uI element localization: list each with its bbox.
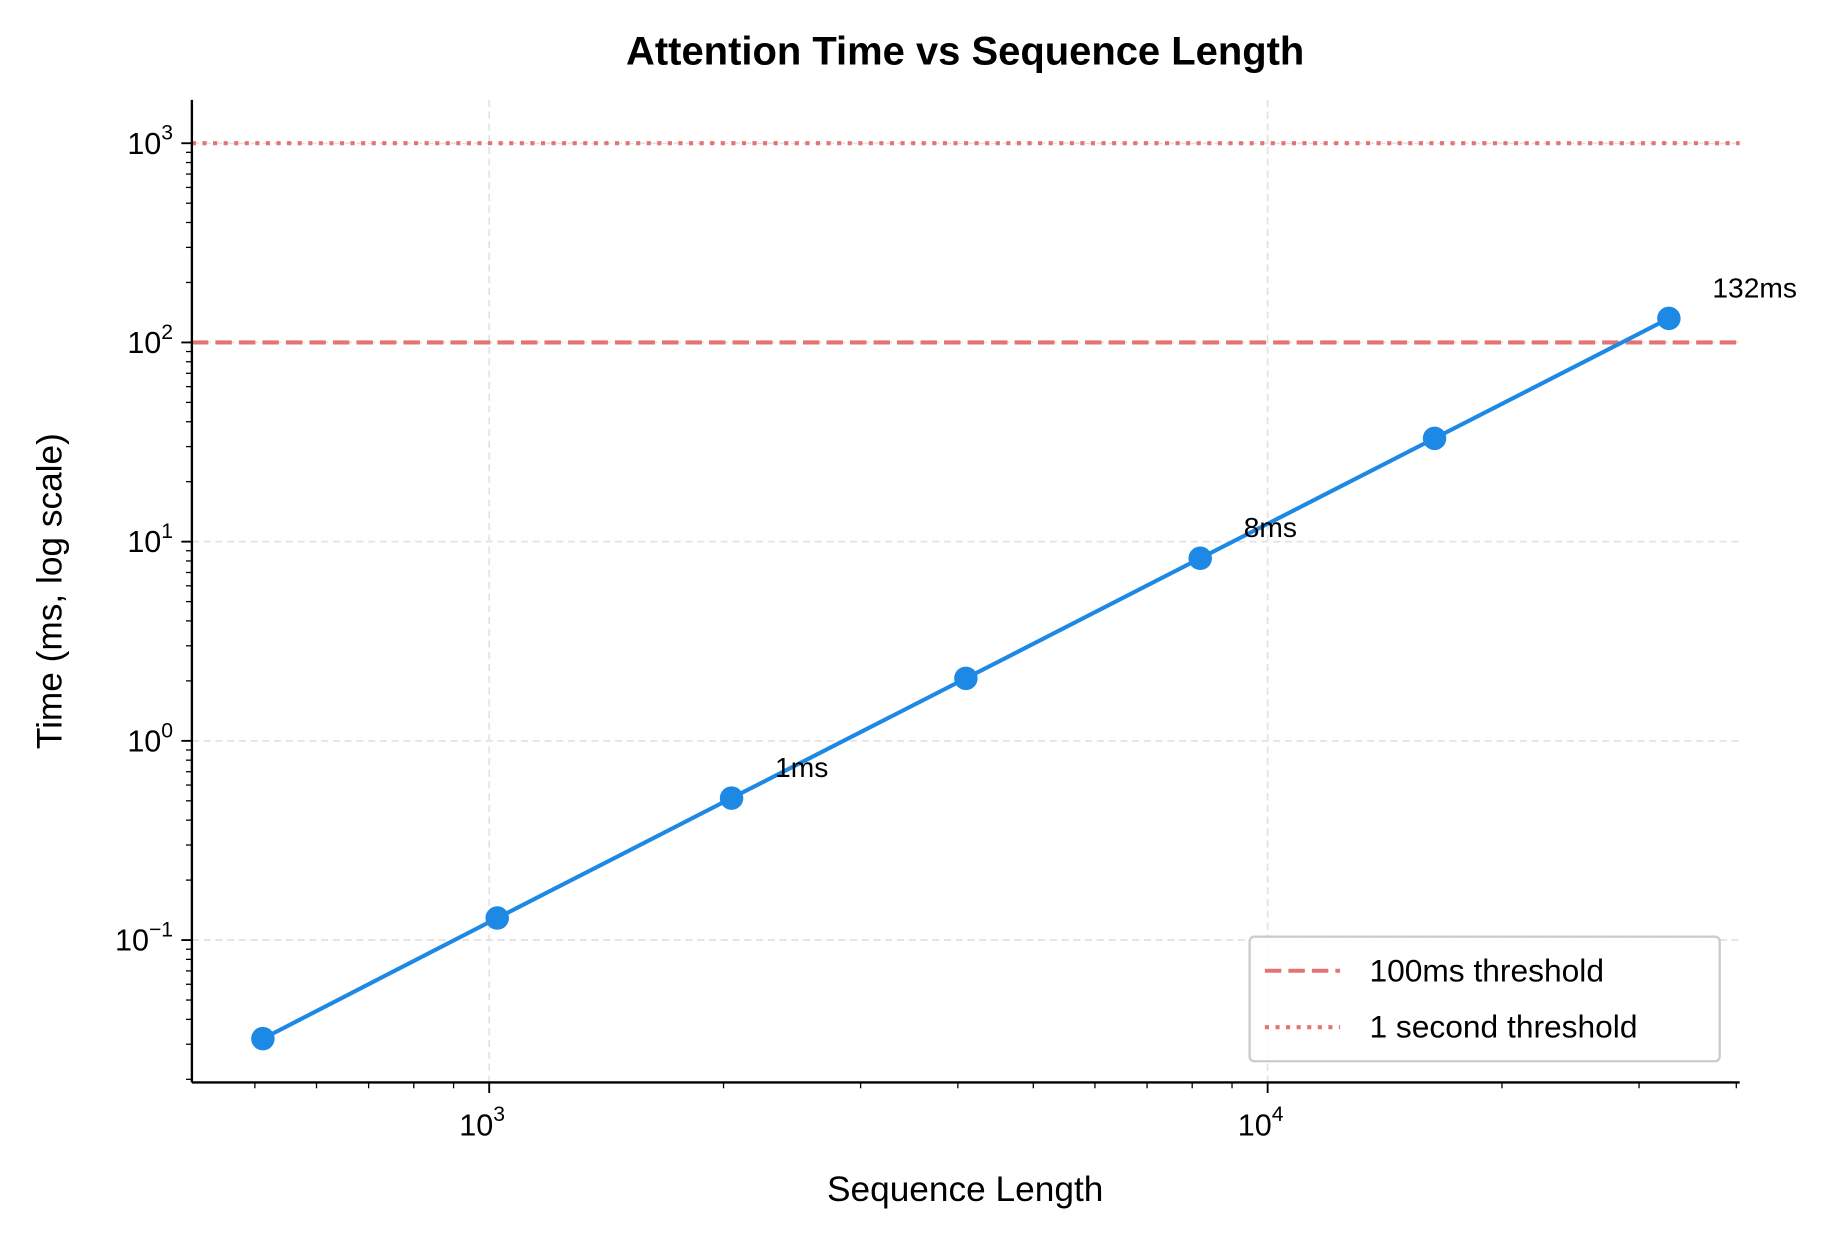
x-tick-label: 103	[459, 1103, 505, 1142]
data-label: 8ms	[1244, 511, 1297, 543]
legend-label: 1 second threshold	[1369, 1009, 1637, 1045]
data-point	[1657, 306, 1681, 331]
legend: 100ms threshold 1 second threshold	[1248, 935, 1721, 1063]
y-axis-label: Time (ms, log scale)	[30, 433, 69, 749]
y-tick-label: 101	[127, 520, 173, 559]
x-tick-label: 104	[1238, 1103, 1284, 1142]
axes	[190, 99, 1740, 1084]
threshold-lines	[191, 141, 1740, 345]
series: 1ms 8ms 132ms	[251, 271, 1797, 1051]
data-point	[485, 906, 509, 930]
legend-label: 100ms threshold	[1369, 952, 1604, 988]
chart-title: Attention Time vs Sequence Length	[626, 30, 1304, 74]
y-tick-label: 10−1	[115, 919, 173, 958]
data-point	[1422, 426, 1447, 451]
y-tick-label: 102	[127, 321, 173, 360]
x-axis-label: Sequence Length	[827, 1170, 1103, 1209]
data-point	[251, 1026, 275, 1051]
data-label: 132ms	[1712, 271, 1797, 303]
y-tick-label: 100	[127, 719, 173, 758]
grid	[191, 99, 1740, 1083]
legend-box	[1248, 935, 1721, 1063]
y-tick-label: 103	[127, 122, 173, 161]
data-point	[1188, 546, 1212, 571]
data-point	[719, 786, 744, 810]
data-point	[954, 666, 978, 691]
data-label: 1ms	[775, 751, 828, 783]
